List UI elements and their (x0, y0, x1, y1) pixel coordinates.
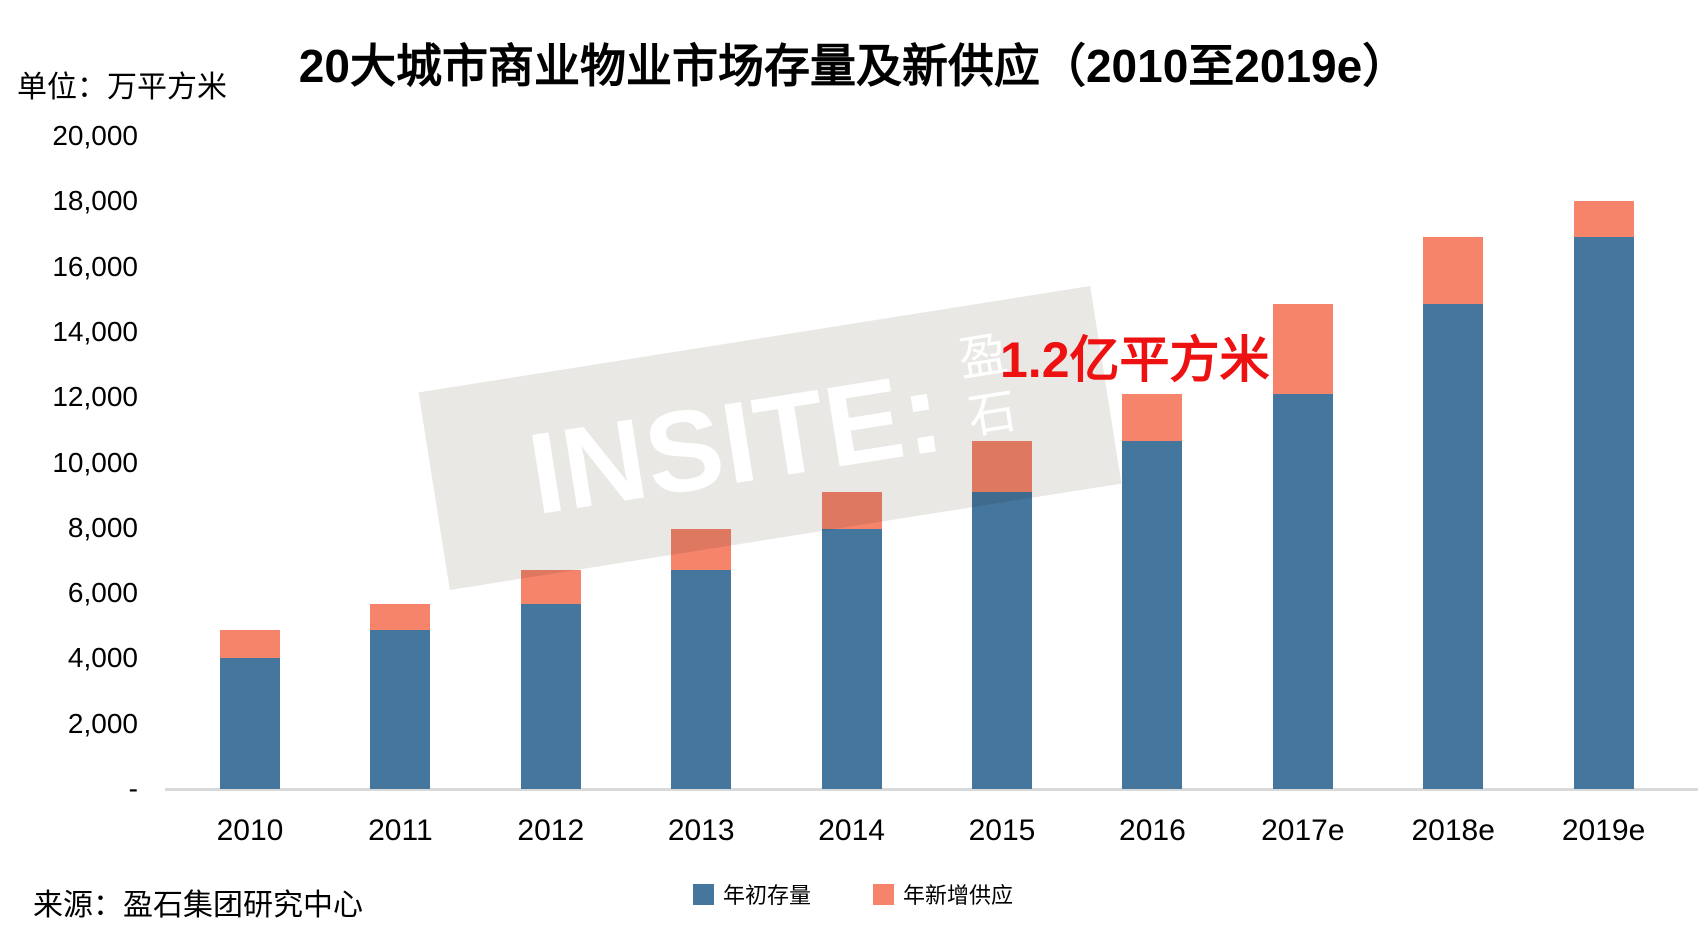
bar-segment-new-supply-2017e (1272, 304, 1333, 395)
x-axis-label-2018e: 2018e (1411, 814, 1495, 847)
x-axis-label-2010: 2010 (216, 814, 284, 847)
bar-segment-stock-2018e (1423, 304, 1484, 789)
bar-2013 (671, 528, 732, 789)
bar-segment-new-supply-2010 (220, 630, 280, 659)
y-tick-label-14000: 14,000 (52, 315, 138, 347)
watermark-brand-text: INSITE: (520, 347, 952, 539)
bar-segment-stock-2014 (821, 528, 882, 789)
bar-segment-stock-2010 (220, 658, 280, 789)
legend-label: 年初存量 (723, 883, 812, 908)
annotation-value-label: 1.2亿平方米 (1000, 332, 1270, 388)
bar-segment-stock-2019e (1573, 237, 1634, 789)
y-tick-label-6000: 6,000 (67, 577, 138, 609)
legend: 年初存量 年新增供应 (693, 878, 1013, 910)
x-axis-label-2012: 2012 (517, 814, 585, 847)
legend-label: 年新增供应 (903, 883, 1014, 908)
y-tick-label-0: - (128, 773, 138, 804)
y-tick-label-4000: 4,000 (67, 642, 138, 674)
legend-swatch (693, 883, 714, 905)
bar-2011 (370, 604, 431, 789)
x-axis-label-2019e: 2019e (1561, 814, 1646, 847)
bar-2016 (1122, 394, 1183, 789)
y-axis-unit-label: 单位：万平方米 (17, 71, 227, 104)
bar-2012 (520, 570, 581, 789)
x-axis-line (165, 788, 1698, 791)
y-tick-label-8000: 8,000 (67, 511, 138, 543)
legend-item: 年初存量 (693, 878, 811, 910)
bar-2015 (972, 440, 1032, 789)
plot-area: 20,000 18,000 16,000 14,000 12,000 10,000 8,00… (52, 120, 1700, 847)
bar-segment-stock-2011 (370, 630, 431, 789)
bar-segment-stock-2012 (520, 604, 581, 789)
bar-segment-stock-2013 (671, 570, 732, 789)
bar-2019e (1573, 201, 1634, 789)
bar-segment-stock-2017e (1272, 394, 1333, 789)
x-axis-label-2011: 2011 (368, 814, 433, 847)
bar-segment-new-supply-2016 (1122, 394, 1183, 441)
bar-2017e (1272, 304, 1333, 789)
bar-segment-stock-2016 (1122, 440, 1183, 789)
y-tick-label-20000: 20,000 (52, 120, 138, 151)
chart-title: 20大城市商业物业市场存量及新供应（2010至2019e） (298, 40, 1409, 92)
bar-segment-new-supply-2011 (370, 604, 431, 631)
bar-2018e (1423, 237, 1484, 789)
legend-item: 年新增供应 (873, 878, 1013, 910)
y-tick-label-12000: 12,000 (52, 381, 138, 413)
bar-2014 (821, 491, 882, 789)
y-tick-label-10000: 10,000 (52, 446, 138, 478)
bar-segment-new-supply-2019e (1573, 201, 1634, 238)
x-axis-label-2014: 2014 (818, 814, 885, 847)
y-tick-label-16000: 16,000 (52, 250, 138, 282)
x-axis-label-2016: 2016 (1119, 814, 1186, 847)
bar-segment-new-supply-2018e (1423, 237, 1484, 305)
y-tick-label-18000: 18,000 (52, 185, 138, 217)
legend-swatch (873, 883, 895, 905)
y-tick-label-2000: 2,000 (67, 707, 138, 739)
bar-2010 (220, 630, 280, 789)
bar-segment-stock-2015 (972, 491, 1032, 789)
x-axis-label-2015: 2015 (968, 814, 1036, 847)
x-axis-label-2013: 2013 (667, 814, 735, 847)
source-note: 来源：盈石集团研究中心 (33, 889, 363, 922)
x-axis-label-2017e: 2017e (1261, 814, 1345, 847)
